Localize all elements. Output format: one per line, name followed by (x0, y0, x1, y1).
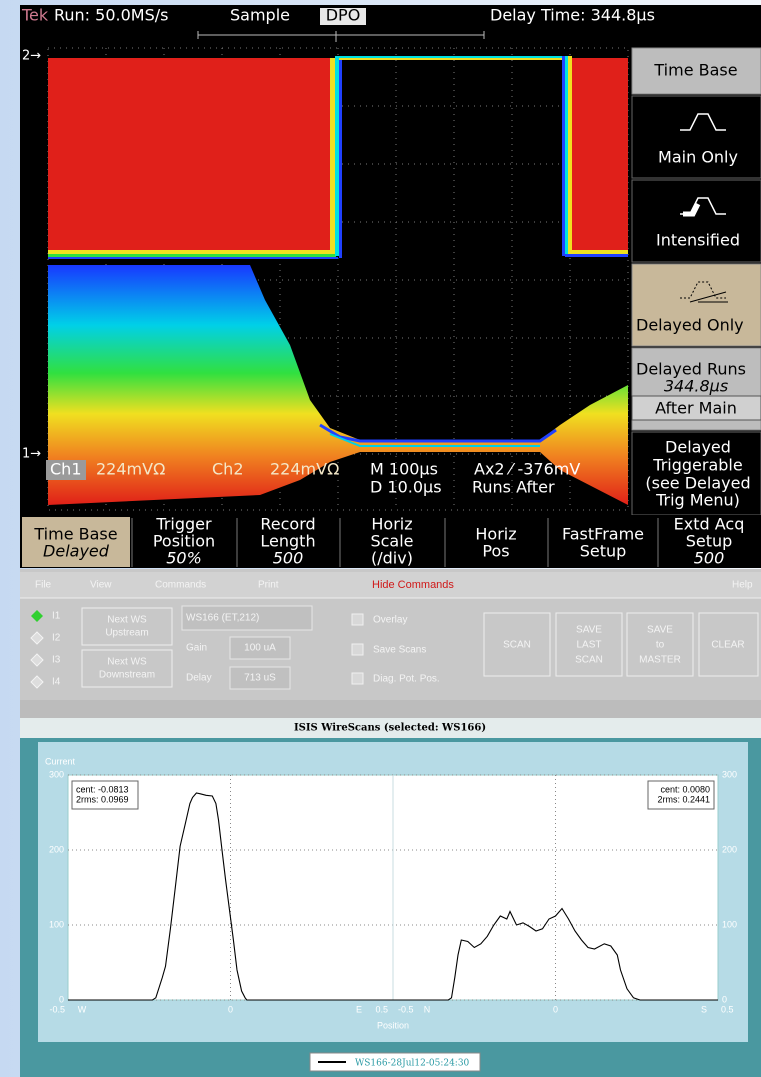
ch2-scale: 224mVΩ (270, 460, 339, 479)
x-tick-label: -0.5 (49, 1004, 65, 1014)
menu-title: Time Base (653, 61, 737, 80)
gain-value: 100 uA (244, 643, 276, 654)
main-timebase: M 100µs (370, 460, 438, 479)
nav-button[interactable]: Next WS (107, 657, 147, 668)
delay-label: Delay (186, 673, 212, 684)
dpo: DPO (326, 6, 361, 25)
action-button[interactable]: MASTER (639, 655, 681, 666)
acq-mode: Sample (230, 6, 290, 25)
action-button[interactable]: SAVE (576, 625, 602, 636)
direction-label: N (424, 1004, 431, 1014)
x-tick-label: 0 (228, 1004, 233, 1014)
menu-item: Triggerable (652, 456, 742, 475)
y-tick-label: 200 (722, 844, 737, 854)
direction-label: S (701, 1004, 707, 1014)
y-tick-label: 300 (49, 769, 64, 779)
bottom-button: Setup (580, 542, 627, 561)
menu-view[interactable]: View (90, 580, 112, 591)
menu-value: After Main (655, 399, 737, 418)
y-tick-label: 300 (722, 769, 737, 779)
x-tick-label: -0.5 (398, 1004, 414, 1014)
menu-value: 344.8µs (664, 377, 728, 396)
menu-item[interactable]: Main Only (658, 148, 738, 167)
menu-file[interactable]: File (35, 580, 52, 591)
x-tick-label: 0.5 (375, 1004, 388, 1014)
radio-label[interactable]: I1 (52, 611, 61, 622)
gain-label: Gain (186, 643, 207, 654)
action-button[interactable]: to (656, 640, 665, 651)
trigger-readout: Ax2 ⁄ -376mV (474, 460, 580, 479)
action-button[interactable]: SCAN (503, 640, 531, 651)
delay-time: Delay Time: 344.8µs (490, 6, 655, 25)
action-button[interactable]: LAST (576, 640, 601, 651)
ch1-scale: 224mVΩ (96, 460, 165, 479)
direction-label: W (78, 1004, 87, 1014)
nav-button[interactable]: Upstream (105, 628, 148, 639)
checkbox-label[interactable]: Diag. Pot. Pos. (373, 674, 440, 685)
nav-button[interactable]: Next WS (107, 615, 147, 626)
y-tick-label: 100 (722, 919, 737, 929)
y-axis-label: Current (45, 756, 76, 766)
radio-label[interactable]: I2 (52, 633, 61, 644)
checkbox-label[interactable]: Save Scans (373, 645, 426, 656)
stats-text: 2rms: 0.2441 (657, 794, 710, 804)
runs-after: Runs After (472, 478, 555, 497)
bottom-button: Pos (482, 542, 509, 561)
menu-item[interactable]: Delayed (665, 438, 731, 457)
x-tick-label: 0 (553, 1004, 558, 1014)
run-status: Run: 50.0MS/s (54, 6, 168, 25)
stats-text: cent: -0.0813 (76, 784, 129, 794)
menu-item[interactable]: Intensified (656, 231, 740, 250)
ch2-marker: 2→ (22, 49, 41, 64)
y-tick-label: 200 (49, 844, 64, 854)
checkbox-label[interactable]: Overlay (373, 615, 407, 626)
x-tick-label: 0.5 (721, 1004, 734, 1014)
nav-button[interactable]: Downstream (99, 670, 155, 681)
stats-text: cent: 0.0080 (660, 784, 710, 794)
y-tick-label: 100 (49, 919, 64, 929)
ch1-marker: 1→ (22, 447, 41, 462)
y-tick-label: 0 (722, 994, 727, 1004)
bottom-value: 500 (273, 549, 304, 568)
screen: Tek Run: 50.0MS/s Sample DPO Delay Time:… (0, 0, 761, 1077)
bottom-value: 500 (694, 549, 725, 568)
menu-help[interactable]: Help (732, 580, 753, 591)
action-button[interactable]: SCAN (575, 655, 603, 666)
stats-text: 2rms: 0.0969 (76, 794, 129, 804)
x-axis-label: Position (377, 1020, 409, 1030)
direction-label: E (356, 1004, 362, 1014)
radio-label[interactable]: I3 (52, 655, 61, 666)
radio-label[interactable]: I4 (52, 677, 61, 688)
action-button[interactable]: CLEAR (711, 640, 744, 651)
ch1-label: Ch1 (50, 460, 82, 479)
action-button[interactable]: SAVE (647, 625, 673, 636)
menu-item: Trig Menu) (655, 491, 740, 510)
delayed-timebase: D 10.0µs (370, 478, 442, 497)
menu-item[interactable]: Delayed Only (636, 316, 744, 335)
legend-label: WS166-28Jul12-05:24:30 (355, 1059, 470, 1069)
menu-commands[interactable]: Commands (155, 580, 206, 591)
wire-field: WS166 (ET,212) (186, 613, 259, 624)
menu-hide-commands[interactable]: Hide Commands (372, 579, 454, 591)
y-tick-label: 0 (59, 994, 64, 1004)
bottom-value: 50% (166, 549, 202, 568)
bottom-value: Delayed (43, 542, 110, 561)
bottom-button: (/div) (371, 549, 413, 568)
chart-title: ISIS WireScans (selected: WS166) (294, 723, 486, 734)
ch2-label: Ch2 (212, 460, 244, 479)
brand: Tek (21, 6, 49, 25)
menu-print[interactable]: Print (258, 580, 279, 591)
control-panel (20, 569, 761, 718)
delay-value: 713 uS (244, 673, 276, 684)
